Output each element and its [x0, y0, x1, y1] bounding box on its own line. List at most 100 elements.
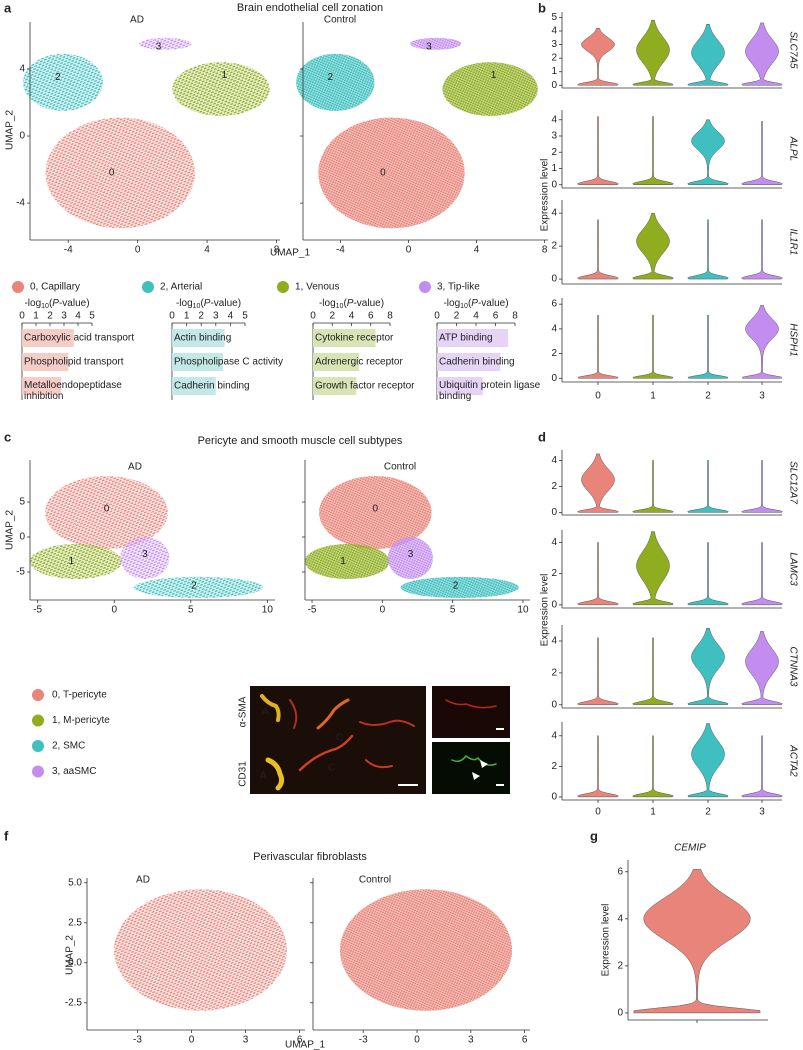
cluster-label: 3: [142, 549, 148, 560]
bar: [172, 377, 216, 395]
cluster-label: 1: [222, 70, 228, 81]
x-tick-label: -3: [133, 1035, 142, 1046]
y-tick-label: 0: [551, 80, 557, 91]
cluster-cloud: [45, 117, 195, 229]
y-tick-label: 0: [551, 791, 557, 802]
violin-plot: 0 2 4 ACTA2 0 1 2 3: [551, 722, 799, 818]
bar-label: Phospholipase C activity: [174, 357, 283, 368]
region-label: A: [262, 707, 269, 718]
x-tick-label: 1: [650, 391, 656, 402]
legend-swatch: [32, 765, 44, 778]
violin: [687, 119, 729, 185]
cluster-cloud: [319, 476, 432, 549]
y-tick-label: 0: [19, 532, 25, 543]
x-tick-label: 3: [759, 807, 765, 818]
bar: [172, 329, 225, 347]
legend-swatch: [419, 281, 431, 293]
panel-letter: d: [538, 430, 546, 445]
axis-label-part: -log: [319, 298, 336, 309]
plot-title: Control: [324, 15, 356, 26]
gene-label: SLC12A7: [788, 461, 799, 504]
plot-title: AD: [136, 875, 150, 886]
x-tick-label: 0: [189, 1035, 195, 1046]
axis-label-part: P: [52, 298, 59, 309]
panel-title: Perivascular fibroblasts: [253, 851, 367, 863]
bar-label: Metalloendopeptidase: [24, 380, 122, 391]
x-tick-label: 6: [368, 311, 374, 322]
x-tick-label: 3: [213, 311, 219, 322]
axis-label-part: 10: [460, 303, 468, 310]
y-tick-label: 1: [551, 66, 557, 77]
umap-plot: AD -3 0 3 6 -2.5 0.0 2.5 5.0: [65, 875, 305, 1046]
region-label: C: [336, 733, 343, 744]
x-tick-label: 1: [33, 311, 39, 322]
umap-plot: Control -3 0 3 6: [310, 875, 530, 1046]
region-label: C: [328, 763, 335, 774]
umap-plot: AD 0 1 2 3 -5 0 5 10 -5 0 5: [16, 460, 275, 616]
x-axis-label: UMAP_1: [285, 1040, 325, 1050]
y-tick-label: 0: [551, 599, 557, 610]
x-tick-label: 3: [243, 1035, 249, 1046]
plot-title: AD: [130, 15, 144, 26]
x-tick-label: 10: [262, 605, 274, 616]
bar-label: Cadherin binding: [174, 381, 250, 392]
violin: [741, 735, 783, 798]
cluster-label: 0: [109, 167, 115, 178]
bar-label: Actin binding: [174, 333, 231, 344]
gene-label: HSPH1: [788, 323, 799, 356]
gene-label: ALPL: [788, 136, 799, 161]
cluster-cloud: [120, 537, 170, 579]
x-tick-label: -3: [359, 1035, 368, 1046]
gene-label: ACTA2: [788, 744, 799, 777]
cluster-cloud: [305, 544, 390, 579]
stain-label: CD31: [238, 761, 249, 787]
x-tick-label: 6: [297, 1035, 303, 1046]
arrowhead: [472, 760, 488, 780]
y-tick-label: 2: [617, 960, 623, 971]
x-tick-label: 5: [188, 605, 194, 616]
y-tick-label: 4: [551, 208, 557, 219]
micrograph: [432, 686, 510, 738]
bar-label: Carboxylic acid transport: [24, 333, 134, 344]
x-tick-label: 0: [434, 311, 440, 322]
bar-label: Cadherin binding: [439, 357, 515, 368]
y-tick-label: 0: [617, 1007, 623, 1018]
violin: [687, 23, 729, 86]
axis-label-part: (: [200, 298, 204, 309]
enrichment-chart: 0, Capillary-log10(P-value)0 1 2 3 4 5Carboxy…: [12, 281, 134, 402]
x-tick-label: 0: [19, 311, 25, 322]
y-tick-label: 4: [551, 114, 557, 125]
y-tick-label: 2: [551, 53, 557, 64]
axis-label-part: (: [468, 298, 472, 309]
violin: [632, 19, 674, 86]
x-tick-label: 4: [473, 311, 479, 322]
y-tick-label: 4: [551, 455, 557, 466]
axis-label-part: P: [471, 298, 478, 309]
axis-label-part: -value): [353, 298, 384, 309]
x-tick-label: 8: [542, 245, 548, 256]
violin: [633, 869, 761, 1014]
legend-label: 3, Tip-like: [437, 282, 480, 293]
y-tick-label: 2: [551, 241, 557, 252]
axis-label-part: -log: [176, 298, 193, 309]
legend-label: 0, T-pericyte: [52, 690, 107, 701]
x-tick-label: 1: [184, 311, 190, 322]
x-tick-label: 2: [705, 807, 711, 818]
cluster-cloud: [339, 889, 513, 1011]
violin: [687, 627, 729, 706]
y-tick-label: 2.5: [68, 917, 82, 928]
bar: [22, 329, 74, 347]
region-label: A: [260, 771, 267, 782]
y-tick-label: 0: [551, 179, 557, 190]
legend-label: 2, Arterial: [160, 282, 202, 293]
cluster-label: 2: [453, 581, 459, 592]
y-axis-label: UMAP_2: [65, 935, 76, 975]
y-axis-label: Expression level: [540, 159, 551, 232]
x-axis-label: UMAP_1: [270, 248, 310, 259]
bar-label: Adrenergic receptor: [315, 357, 403, 368]
cluster-label: 0: [373, 504, 379, 515]
bar-label: ATP binding: [439, 333, 493, 344]
axis-label-part: -log: [24, 298, 41, 309]
x-tick-label: 2: [198, 311, 204, 322]
